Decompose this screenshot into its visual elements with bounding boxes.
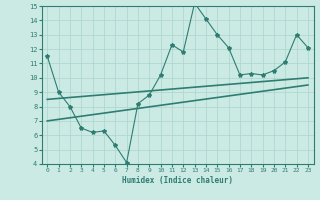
X-axis label: Humidex (Indice chaleur): Humidex (Indice chaleur) xyxy=(122,176,233,185)
